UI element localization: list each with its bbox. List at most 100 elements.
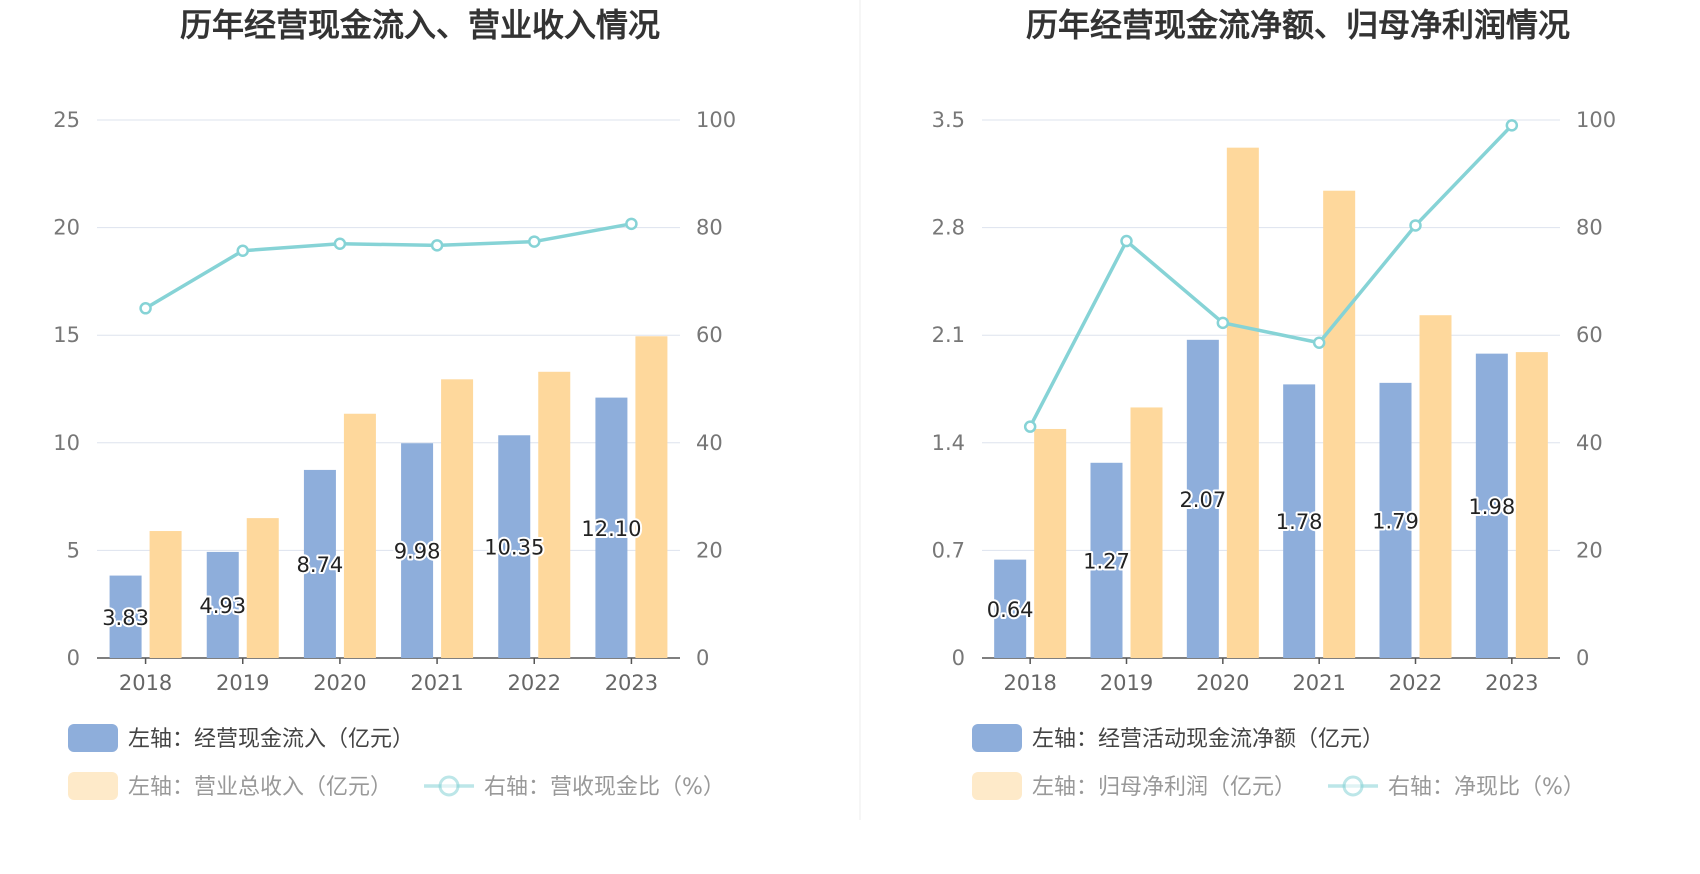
line-series [144, 222, 632, 310]
line-point [625, 217, 638, 231]
legend-circle-marker [438, 775, 460, 797]
line-point [1023, 420, 1037, 433]
bar-orange [441, 379, 474, 658]
data-label: 9.98 [394, 540, 441, 564]
bar-orange [1034, 428, 1067, 658]
bar-blue [303, 469, 336, 658]
x-tick-label: 2018 [119, 671, 172, 695]
data-label: 12.10 [581, 517, 641, 541]
bar-orange [149, 531, 182, 658]
legend-item[interactable]: 左轴：经营现金流入（亿元） [68, 724, 414, 752]
legend-label: 左轴：营业总收入（亿元） [128, 775, 392, 800]
data-label: 4.93 [199, 594, 246, 618]
data-label: 3.83 [102, 606, 149, 630]
data-label: 1.98 [1468, 495, 1515, 519]
line-point [1216, 316, 1230, 330]
chart-1: 历年经营现金流入、营业收入情况 0 5 10 15 20 25 0 20 40 60 80 100 201… [53, 6, 736, 800]
x-tick-label: 2021 [410, 671, 463, 695]
legend-label: 左轴：归母净利润（亿元） [1032, 775, 1296, 800]
bar-blue [994, 559, 1027, 658]
legend-item[interactable]: 右轴：净现比（%） [1328, 775, 1585, 800]
right-axis-tick: 60 [1576, 323, 1603, 347]
bar-blue [1186, 339, 1219, 658]
chart-title: 历年经营现金流入、营业收入情况 [180, 6, 660, 44]
line-point [528, 235, 541, 248]
data-label: 0.64 [987, 598, 1034, 622]
data-label: 1.27 [1083, 549, 1130, 573]
line-point [1409, 219, 1422, 232]
legend-item[interactable]: 左轴：经营活动现金流净额（亿元） [972, 724, 1384, 752]
legend-label: 左轴：经营活动现金流净额（亿元） [1032, 727, 1384, 752]
bar-blue [1090, 462, 1123, 658]
x-tick-label: 2022 [1389, 671, 1442, 695]
bar-blue [1283, 384, 1316, 658]
left-axis-tick: 3.5 [932, 108, 965, 132]
legend-item[interactable]: 左轴：归母净利润（亿元） [972, 772, 1296, 800]
bar-orange [635, 336, 668, 658]
legend-swatch [972, 724, 1022, 752]
right-axis-tick: 40 [696, 431, 723, 455]
legend-swatch [68, 724, 118, 752]
legend: 左轴：经营活动现金流净额（亿元） 左轴：归母净利润（亿元） 右轴：净现比（%） [972, 724, 1585, 800]
left-axis-tick: 25 [53, 108, 80, 132]
line-series [1028, 124, 1514, 428]
left-axis-tick: 2.1 [932, 323, 965, 347]
right-axis-tick: 80 [696, 216, 723, 240]
bar-blue [595, 397, 628, 658]
legend-circle-marker [1342, 775, 1364, 797]
bar-blue [109, 575, 142, 658]
x-tick-label: 2020 [313, 671, 366, 695]
x-tick-label: 2020 [1196, 671, 1249, 695]
legend-swatch [972, 772, 1022, 800]
data-label: 1.79 [1372, 509, 1419, 533]
right-axis-tick: 100 [1576, 108, 1616, 132]
left-axis-tick: 5 [67, 538, 80, 562]
bar-orange [1130, 407, 1163, 658]
x-tick-label: 2019 [1100, 671, 1153, 695]
legend: 左轴：经营现金流入（亿元） 左轴：营业总收入（亿元） 右轴：营收现金比（%） [68, 724, 725, 800]
bar-orange [246, 518, 279, 658]
bar-blue [1475, 353, 1508, 658]
right-axis-tick: 0 [696, 646, 709, 670]
left-axis-tick: 0 [952, 646, 965, 670]
left-axis-tick: 10 [53, 431, 80, 455]
line-point [430, 239, 444, 252]
bar-blue [1379, 382, 1412, 658]
right-axis-tick: 60 [696, 323, 723, 347]
data-label: 10.35 [484, 536, 544, 560]
x-tick-label: 2018 [1003, 671, 1056, 695]
bar-blue [206, 551, 239, 658]
bar-blue [498, 435, 531, 658]
chart-2: 历年经营现金流净额、归母净利润情况 0 0.7 1.4 2.1 2.8 3.5 0 20 40 60… [932, 6, 1616, 800]
left-axis-tick: 20 [53, 216, 80, 240]
x-tick-label: 2021 [1292, 671, 1345, 695]
line-point [333, 237, 347, 250]
x-tick-label: 2022 [508, 671, 561, 695]
left-axis-tick: 2.8 [932, 216, 965, 240]
bar-orange [343, 413, 376, 658]
bar-orange [538, 371, 571, 658]
legend-label: 左轴：经营现金流入（亿元） [128, 727, 414, 752]
right-axis-tick: 40 [1576, 431, 1603, 455]
left-axis-tick: 0.7 [932, 538, 965, 562]
data-label: 1.78 [1276, 510, 1323, 534]
right-axis-tick: 80 [1576, 216, 1603, 240]
legend-label: 右轴：营收现金比（%） [484, 775, 725, 800]
data-label: 2.07 [1179, 488, 1226, 512]
left-axis-tick: 1.4 [932, 431, 965, 455]
line-point [139, 302, 152, 315]
data-label: 8.74 [297, 553, 344, 577]
bar-orange [1419, 315, 1452, 658]
left-axis-tick: 15 [53, 323, 80, 347]
chart-title: 历年经营现金流净额、归母净利润情况 [1026, 6, 1570, 44]
bar-blue [401, 443, 434, 658]
x-tick-label: 2023 [605, 671, 658, 695]
line-point [1312, 336, 1326, 349]
legend-item[interactable]: 右轴：营收现金比（%） [424, 775, 725, 800]
legend-item[interactable]: 左轴：营业总收入（亿元） [68, 772, 392, 800]
line-point [1120, 234, 1133, 248]
right-axis-tick: 100 [696, 108, 736, 132]
left-axis-tick: 0 [67, 646, 80, 670]
x-tick-label: 2019 [216, 671, 269, 695]
